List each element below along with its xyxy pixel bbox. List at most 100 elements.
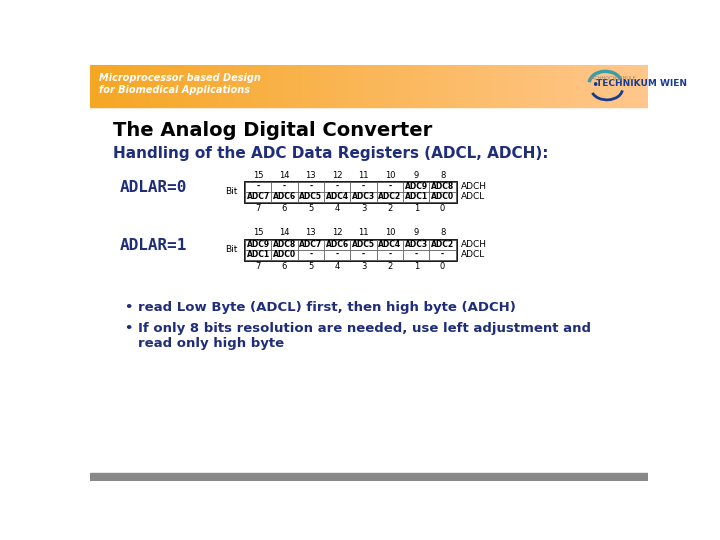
Text: 7: 7	[256, 262, 261, 271]
Bar	[123, 65, 124, 107]
Text: -: -	[310, 250, 312, 259]
Bar	[127, 65, 128, 107]
Bar	[607, 65, 608, 107]
Bar	[151, 65, 152, 107]
Bar	[513, 65, 514, 107]
Bar	[583, 65, 584, 107]
Bar	[408, 65, 409, 107]
Bar	[541, 65, 542, 107]
Text: ADC7: ADC7	[246, 192, 270, 201]
Bar	[235, 65, 236, 107]
Bar	[149, 65, 150, 107]
Bar	[258, 65, 259, 107]
Bar	[168, 65, 169, 107]
Text: ADC8: ADC8	[273, 240, 296, 249]
Bar	[458, 65, 459, 107]
Bar	[202, 65, 203, 107]
Bar	[225, 65, 226, 107]
Bar	[485, 65, 486, 107]
Bar	[223, 65, 224, 107]
Text: 9: 9	[414, 171, 419, 179]
Bar	[241, 65, 242, 107]
Bar	[536, 65, 537, 107]
Bar	[281, 65, 282, 107]
Text: ADC3: ADC3	[405, 240, 428, 249]
Text: ADC7: ADC7	[300, 240, 323, 249]
Bar	[132, 65, 133, 107]
Bar	[304, 65, 305, 107]
Bar	[263, 65, 264, 107]
Bar	[344, 65, 345, 107]
Bar	[125, 65, 126, 107]
Bar	[517, 65, 518, 107]
Bar	[506, 65, 507, 107]
Text: 13: 13	[305, 228, 316, 237]
Bar	[382, 65, 383, 107]
Bar	[261, 65, 262, 107]
Bar	[515, 65, 516, 107]
Bar	[120, 65, 121, 107]
Bar	[447, 65, 448, 107]
Bar	[429, 182, 456, 192]
Bar	[324, 240, 351, 249]
Bar	[130, 65, 131, 107]
Bar	[169, 65, 170, 107]
Bar	[187, 65, 188, 107]
Bar	[587, 65, 588, 107]
Bar	[403, 240, 429, 249]
Bar	[590, 65, 591, 107]
Bar	[94, 65, 96, 107]
Bar	[271, 65, 272, 107]
Bar	[335, 65, 336, 107]
Bar	[579, 65, 580, 107]
Bar	[221, 65, 222, 107]
Bar	[602, 65, 603, 107]
Bar	[552, 65, 553, 107]
Bar	[403, 192, 429, 202]
Bar	[465, 65, 466, 107]
Bar	[540, 65, 541, 107]
Bar	[531, 65, 532, 107]
Bar	[407, 65, 408, 107]
Bar	[604, 65, 605, 107]
Bar	[184, 65, 185, 107]
Bar	[142, 65, 143, 107]
Bar	[634, 65, 635, 107]
Bar	[117, 65, 118, 107]
Bar	[351, 192, 377, 202]
Text: TECHNIKUM WIEN: TECHNIKUM WIEN	[596, 79, 687, 88]
Bar	[224, 65, 225, 107]
Bar	[456, 65, 457, 107]
Bar	[311, 65, 312, 107]
Bar	[535, 65, 536, 107]
Bar	[128, 65, 129, 107]
Bar	[403, 65, 404, 107]
Text: Microprocessor based Design
for Biomedical Applications: Microprocessor based Design for Biomedic…	[99, 73, 261, 94]
Bar	[216, 65, 217, 107]
Bar	[606, 65, 607, 107]
Bar	[500, 65, 502, 107]
Bar	[632, 65, 634, 107]
Bar	[591, 65, 592, 107]
Bar	[423, 65, 424, 107]
Text: Bit: Bit	[225, 245, 238, 254]
Bar	[273, 65, 274, 107]
Bar	[172, 65, 173, 107]
Bar	[157, 65, 158, 107]
Bar	[212, 65, 213, 107]
Bar	[96, 65, 97, 107]
Bar	[609, 65, 610, 107]
Bar	[641, 65, 642, 107]
Bar	[316, 65, 317, 107]
Bar	[484, 65, 485, 107]
Text: 5: 5	[308, 262, 313, 271]
Bar	[353, 65, 354, 107]
Bar	[299, 65, 300, 107]
Bar	[312, 65, 313, 107]
Bar	[266, 65, 267, 107]
Bar	[412, 65, 413, 107]
Bar	[250, 65, 251, 107]
Bar	[454, 65, 455, 107]
Bar	[521, 65, 522, 107]
Bar	[570, 65, 571, 107]
